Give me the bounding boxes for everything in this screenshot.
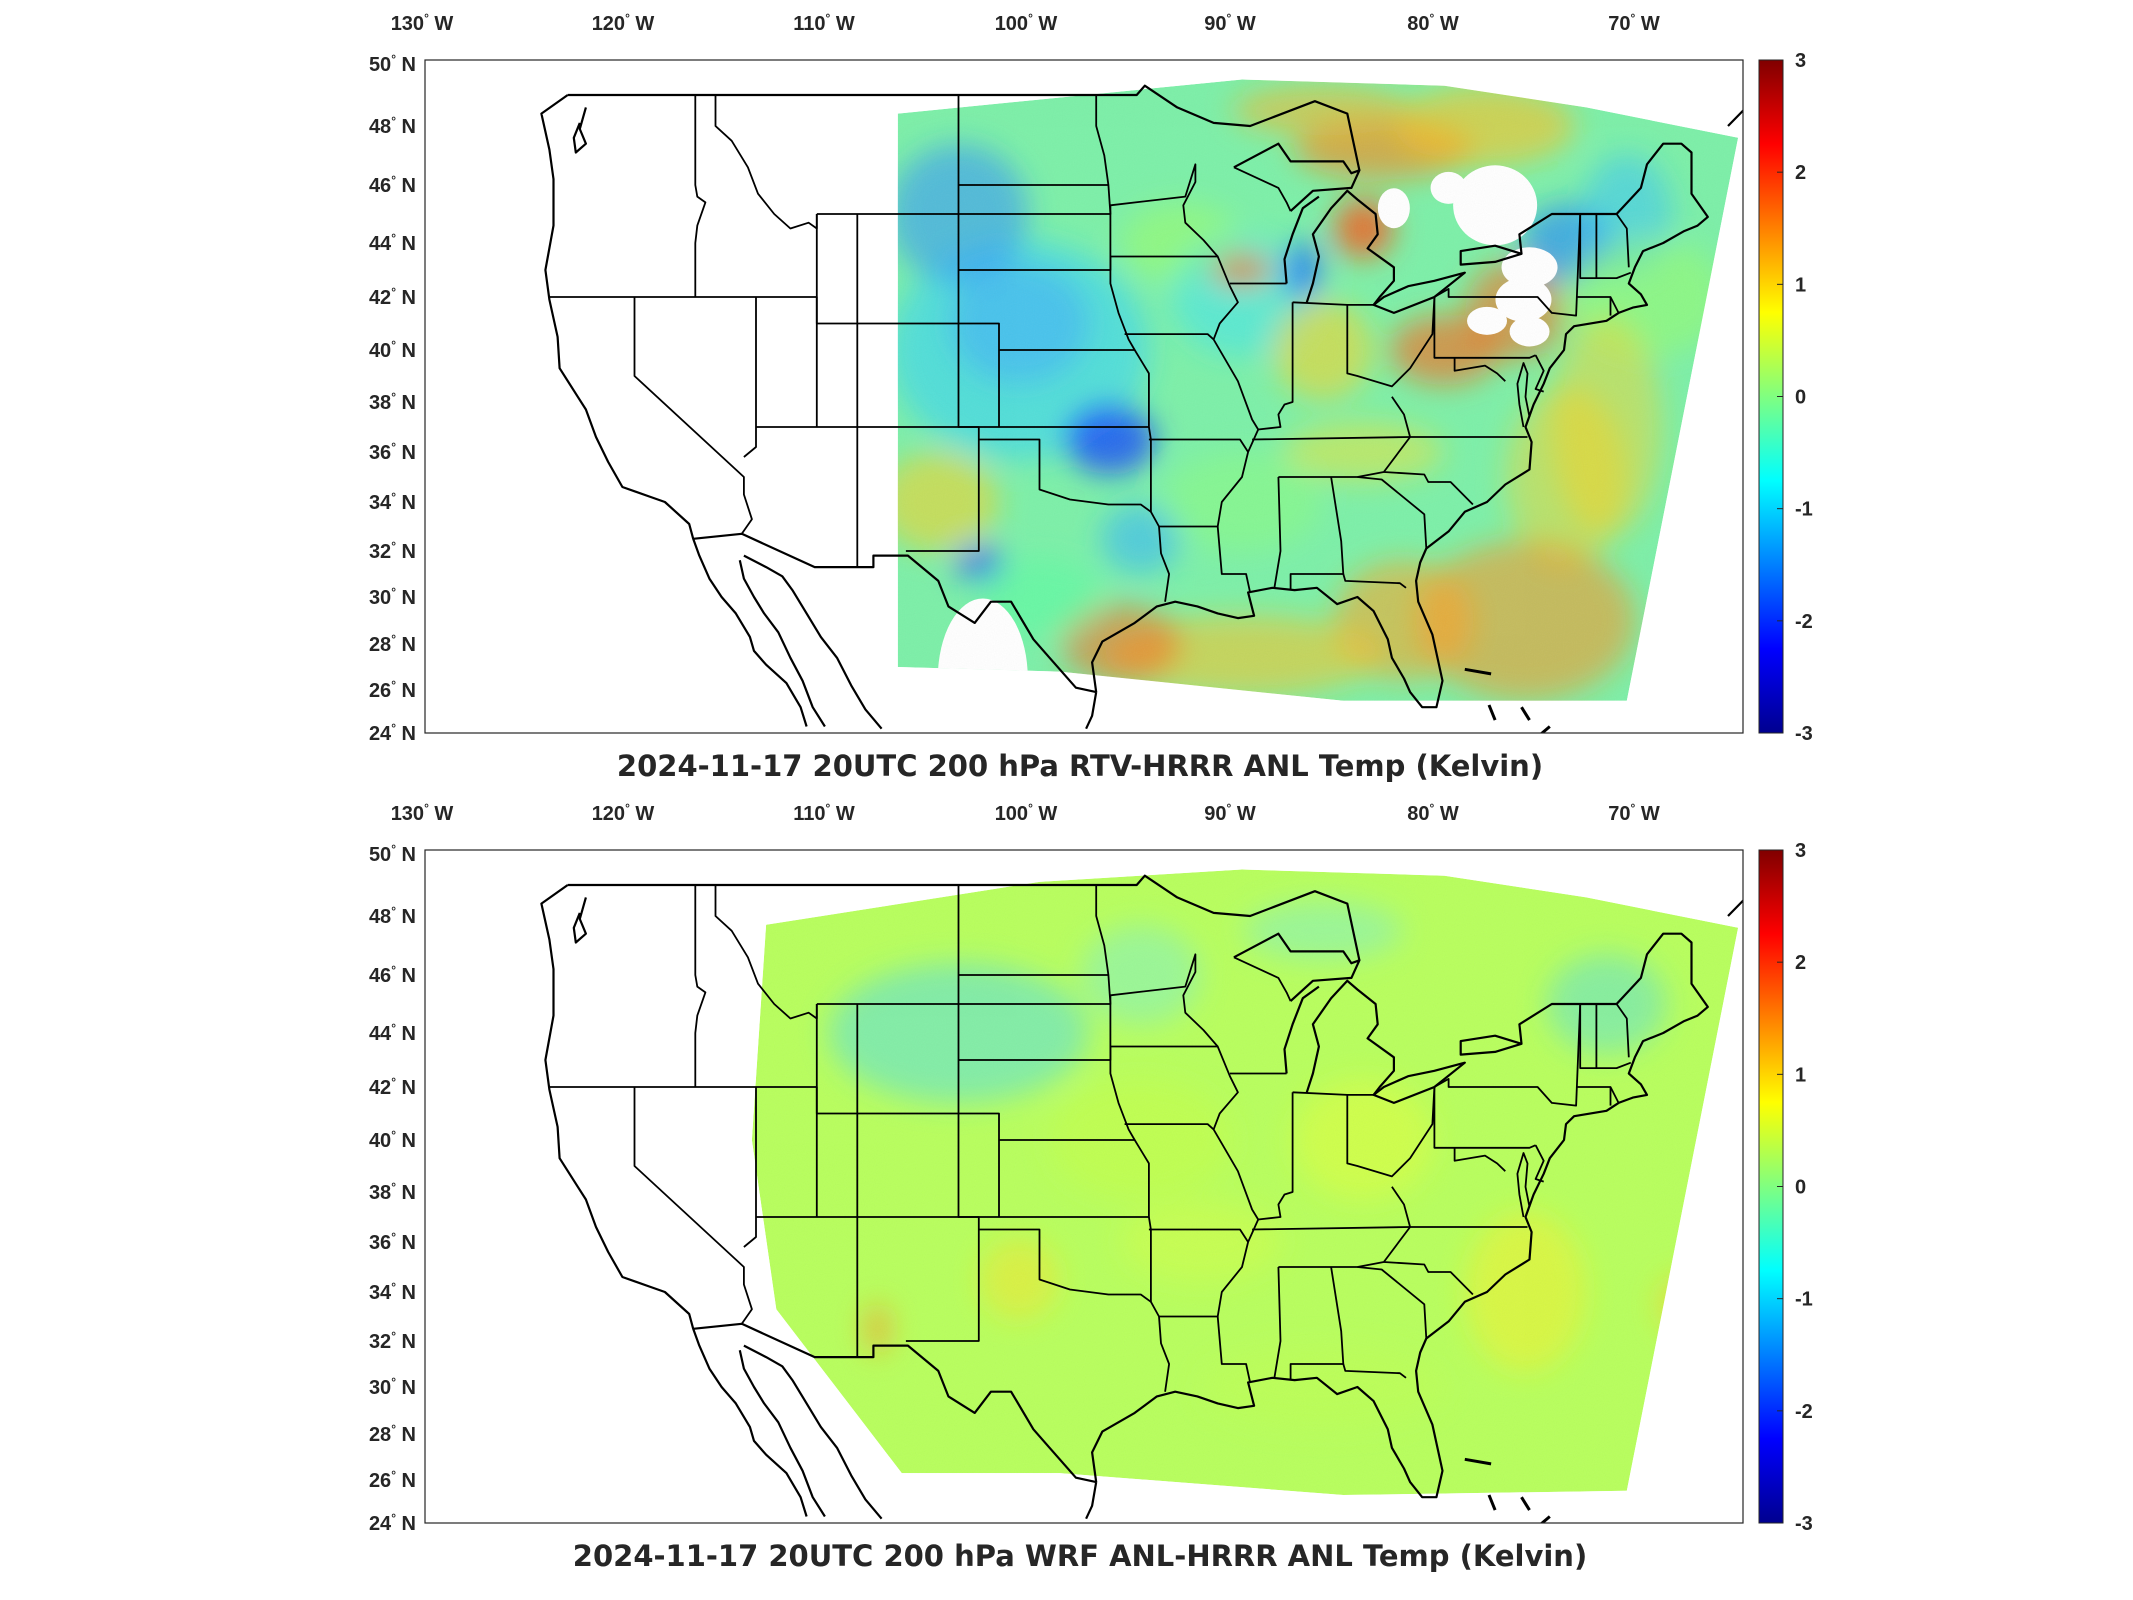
temperature-difference-field	[751, 869, 1739, 1495]
latitude-label: 50° N	[369, 842, 416, 866]
coastlines-and-borders	[540, 84, 1743, 733]
latitude-label: 48° N	[369, 904, 416, 928]
latitude-label: 46° N	[369, 963, 416, 987]
longitude-label: 80° W	[1407, 11, 1459, 35]
latitude-label: 42° N	[369, 1075, 416, 1099]
longitude-label: 70° W	[1608, 11, 1660, 35]
latitude-label: 44° N	[369, 1021, 416, 1045]
latitude-label: 24° N	[369, 1511, 416, 1535]
map-figure-rtv-hrrr: 130° W 120° W 110° W 100° W 90° W 80° W 70° W 5…	[369, 11, 1813, 783]
colorbar-tick-label: -2	[1795, 1401, 1813, 1423]
map-panel-wrf-hrrr: 130° W 120° W 110° W 100° W 90° W 80° W 70° W 5…	[0, 790, 2133, 1600]
latitude-label: 36° N	[369, 440, 416, 464]
colorbar-tick-label: -1	[1795, 1289, 1813, 1311]
longitude-label: 90° W	[1204, 11, 1256, 35]
colorbar-tick-label: 3	[1795, 840, 1806, 862]
map-panel-rtv-hrrr: 130° W 120° W 110° W 100° W 90° W 80° W 70° W 5…	[0, 0, 2133, 790]
colorbar-tick-label: 2	[1795, 162, 1806, 184]
coastlines-and-borders	[540, 874, 1743, 1523]
longitude-label: 100° W	[995, 11, 1058, 35]
latitude-label: 28° N	[369, 632, 416, 656]
latitude-label: 50° N	[369, 52, 416, 76]
colorbar-tick-label: -2	[1795, 611, 1813, 633]
latitude-label: 36° N	[369, 1230, 416, 1254]
latitude-label: 30° N	[369, 1375, 416, 1399]
map-frame	[424, 849, 1744, 1524]
colorbar-tick-label: 0	[1795, 387, 1806, 409]
latitude-label: 32° N	[369, 539, 416, 563]
colorbar-tick-label: 1	[1795, 1064, 1806, 1086]
latitude-label: 30° N	[369, 585, 416, 609]
map-figure-wrf-hrrr: 130° W 120° W 110° W 100° W 90° W 80° W 70° W 5…	[369, 801, 1813, 1573]
colorbar-tick-label: -3	[1795, 1513, 1813, 1535]
colorbar-tick-label: 0	[1795, 1177, 1806, 1199]
latitude-label: 40° N	[369, 338, 416, 362]
latitude-label: 24° N	[369, 721, 416, 745]
latitude-label: 34° N	[369, 1280, 416, 1304]
temperature-difference-field	[897, 79, 1739, 701]
latitude-label: 32° N	[369, 1329, 416, 1353]
longitude-label: 80° W	[1407, 801, 1459, 825]
longitude-label: 130° W	[391, 11, 454, 35]
colorbar-tick-label: -3	[1795, 723, 1813, 745]
longitude-label: 110° W	[793, 801, 855, 825]
latitude-label: 48° N	[369, 114, 416, 138]
latitude-label: 28° N	[369, 1422, 416, 1446]
map-frame	[424, 59, 1744, 734]
longitude-label: 70° W	[1608, 801, 1660, 825]
colorbar-tick-label: 3	[1795, 50, 1806, 72]
latitude-label: 26° N	[369, 678, 416, 702]
colorbar-tick-label: -1	[1795, 499, 1813, 521]
colorbar-tick-label: 1	[1795, 274, 1806, 296]
longitude-label: 110° W	[793, 11, 855, 35]
longitude-label: 120° W	[592, 801, 655, 825]
latitude-label: 38° N	[369, 390, 416, 414]
latitude-label: 34° N	[369, 490, 416, 514]
map-title: 2024-11-17 20UTC 200 hPa RTV-HRRR ANL Te…	[617, 749, 1543, 783]
latitude-label: 38° N	[369, 1180, 416, 1204]
longitude-label: 100° W	[995, 801, 1058, 825]
map-title: 2024-11-17 20UTC 200 hPa WRF ANL-HRRR AN…	[573, 1539, 1587, 1573]
longitude-label: 130° W	[391, 801, 454, 825]
latitude-label: 42° N	[369, 285, 416, 309]
colorbar-tick-label: 2	[1795, 952, 1806, 974]
longitude-label: 90° W	[1204, 801, 1256, 825]
latitude-label: 40° N	[369, 1128, 416, 1152]
longitude-label: 120° W	[592, 11, 655, 35]
latitude-label: 26° N	[369, 1468, 416, 1492]
latitude-label: 46° N	[369, 173, 416, 197]
latitude-label: 44° N	[369, 231, 416, 255]
